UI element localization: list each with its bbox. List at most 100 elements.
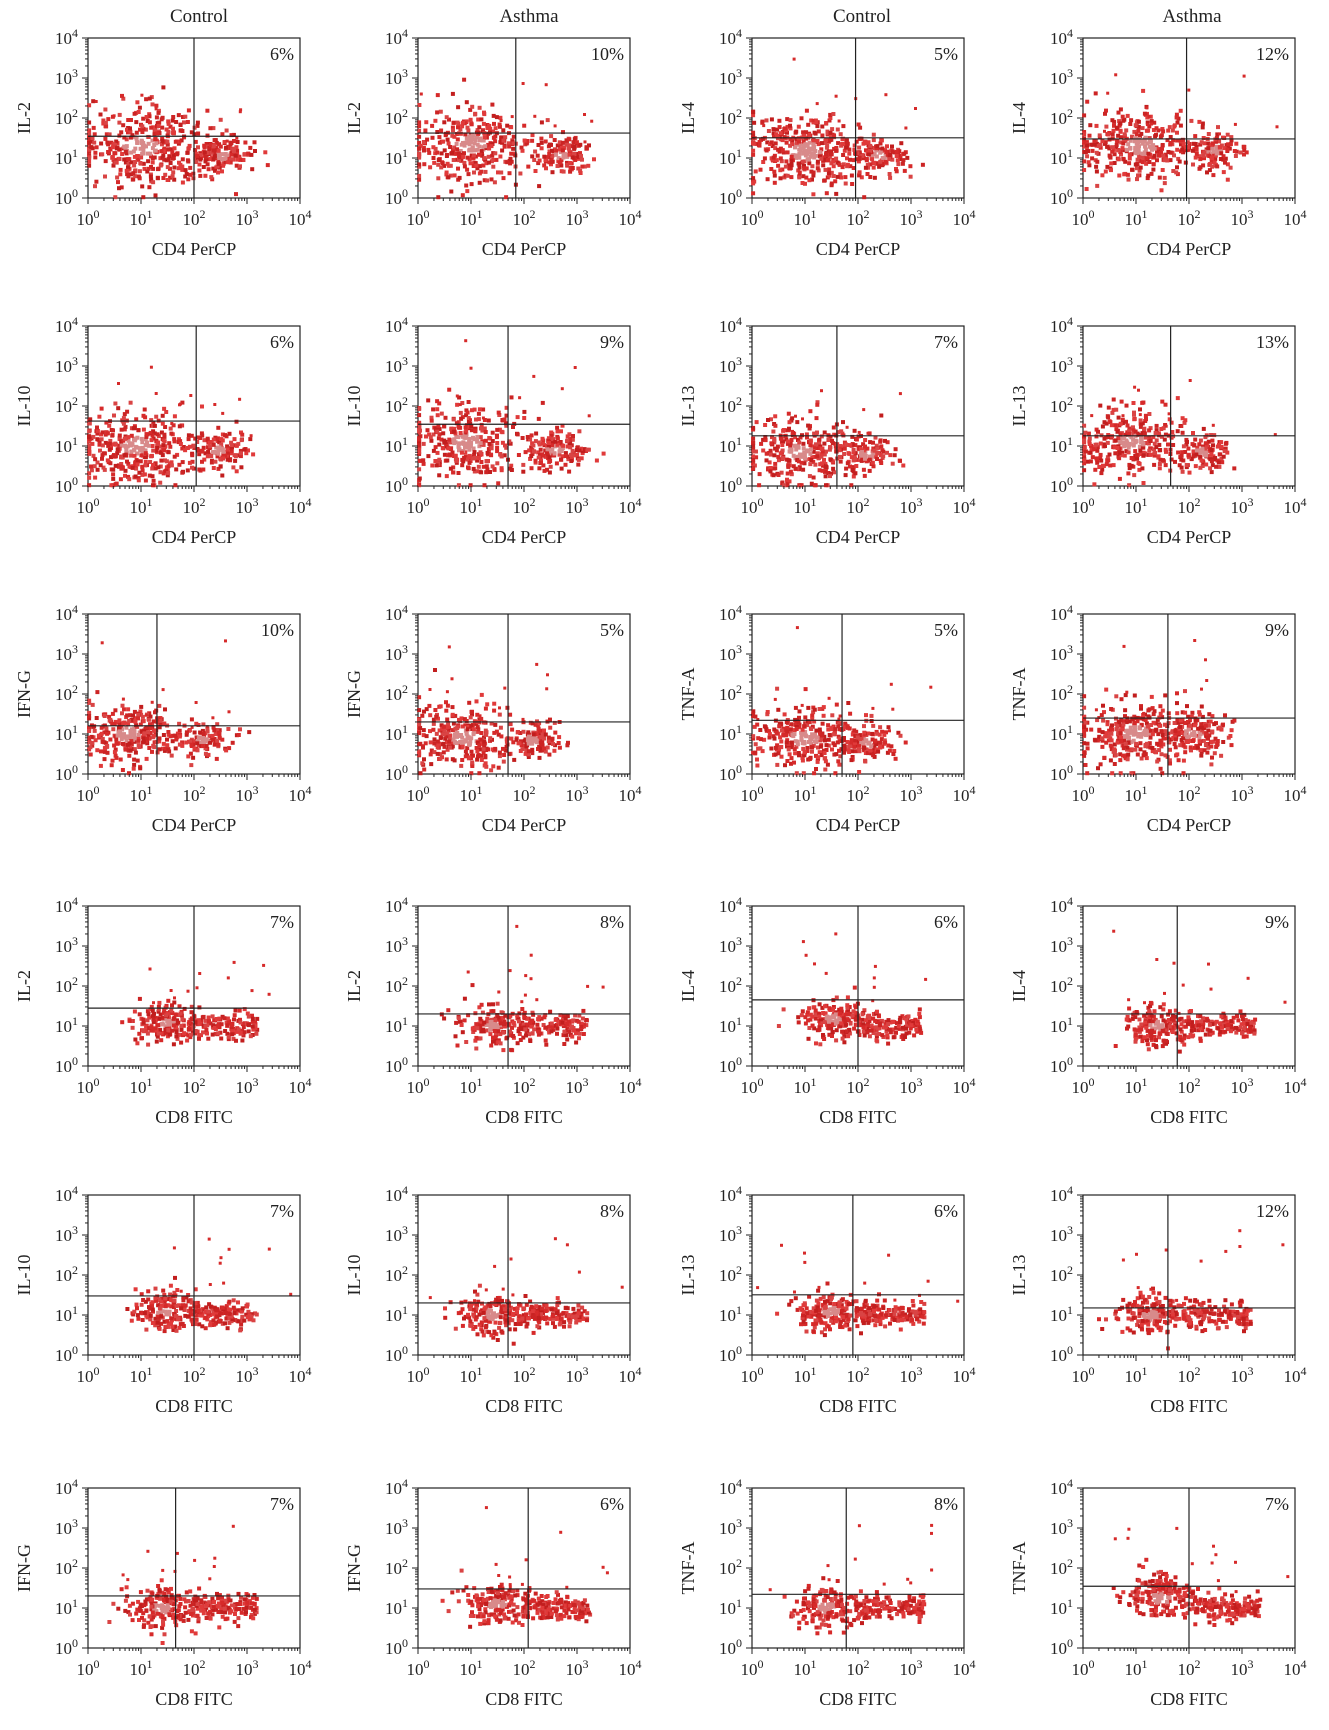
data-point bbox=[525, 139, 530, 143]
data-point bbox=[149, 165, 153, 169]
y-axis-label: IL-4 bbox=[1009, 102, 1029, 134]
x-axis-label: CD4 PerCP bbox=[816, 527, 901, 547]
data-point bbox=[1182, 420, 1187, 425]
data-point bbox=[206, 452, 211, 457]
data-point bbox=[566, 143, 571, 148]
data-point bbox=[872, 160, 877, 165]
data-point bbox=[560, 423, 565, 428]
data-point bbox=[822, 155, 827, 160]
data-point bbox=[1229, 135, 1234, 140]
data-point bbox=[222, 140, 227, 144]
data-point bbox=[1082, 423, 1087, 428]
data-point bbox=[205, 133, 210, 138]
data-point bbox=[761, 160, 766, 164]
data-point bbox=[1147, 124, 1152, 129]
data-point bbox=[1159, 427, 1164, 431]
y-tick-label: 103 bbox=[385, 354, 408, 376]
data-point bbox=[1198, 157, 1203, 162]
data-point bbox=[854, 464, 859, 468]
data-point bbox=[806, 423, 811, 428]
data-point bbox=[177, 728, 182, 733]
data-point bbox=[1136, 128, 1141, 133]
data-point bbox=[1119, 135, 1123, 140]
data-point bbox=[1126, 177, 1131, 182]
data-point bbox=[455, 402, 460, 407]
data-point bbox=[489, 159, 494, 164]
data-point bbox=[1083, 430, 1088, 435]
data-point bbox=[884, 93, 888, 97]
data-point bbox=[205, 454, 210, 459]
data-point bbox=[1156, 153, 1161, 158]
x-tick-label: 100 bbox=[741, 495, 764, 517]
data-point bbox=[111, 476, 116, 481]
data-point bbox=[809, 458, 814, 462]
data-point bbox=[467, 455, 472, 460]
data-point bbox=[844, 443, 849, 447]
data-point bbox=[489, 443, 494, 448]
data-point bbox=[783, 173, 788, 178]
data-point bbox=[504, 445, 509, 450]
data-point bbox=[176, 141, 181, 146]
data-point bbox=[216, 170, 220, 175]
data-point bbox=[522, 138, 527, 143]
data-point bbox=[1221, 135, 1225, 140]
y-tick-label: 101 bbox=[385, 146, 408, 168]
data-point bbox=[199, 431, 204, 436]
data-point bbox=[1115, 429, 1120, 434]
data-point bbox=[481, 163, 486, 168]
data-point bbox=[103, 440, 108, 445]
data-point bbox=[868, 143, 873, 148]
data-point bbox=[160, 138, 165, 143]
data-point bbox=[417, 120, 422, 125]
data-point bbox=[583, 140, 587, 144]
data-point bbox=[430, 123, 435, 128]
data-point bbox=[113, 753, 118, 758]
data-point bbox=[102, 451, 107, 456]
data-point bbox=[158, 718, 163, 723]
data-point bbox=[206, 167, 211, 172]
data-point bbox=[1151, 143, 1156, 148]
data-point bbox=[751, 425, 756, 430]
data-point bbox=[417, 482, 422, 487]
data-point bbox=[499, 454, 504, 459]
data-point bbox=[1116, 436, 1121, 440]
data-point bbox=[1145, 120, 1150, 125]
y-tick-label: 102 bbox=[385, 394, 408, 416]
data-point bbox=[1133, 149, 1138, 154]
data-point bbox=[117, 437, 122, 441]
data-point bbox=[880, 156, 885, 160]
data-point bbox=[198, 173, 203, 178]
data-point bbox=[190, 453, 195, 458]
data-point bbox=[169, 753, 174, 758]
data-point bbox=[559, 449, 564, 453]
data-point bbox=[840, 165, 845, 170]
data-point bbox=[203, 751, 208, 756]
data-point bbox=[1198, 142, 1203, 147]
data-point bbox=[198, 152, 203, 157]
data-point bbox=[807, 426, 812, 431]
data-point bbox=[1152, 153, 1157, 158]
x-tick-label: 101 bbox=[130, 207, 153, 229]
data-point bbox=[824, 465, 829, 470]
data-point bbox=[774, 158, 779, 163]
data-point bbox=[177, 462, 182, 467]
data-point bbox=[1125, 440, 1130, 445]
data-point bbox=[785, 471, 790, 476]
data-point bbox=[797, 155, 802, 160]
data-point bbox=[180, 743, 185, 748]
data-point bbox=[128, 736, 133, 740]
data-point bbox=[119, 443, 124, 448]
scatter-points bbox=[417, 339, 606, 488]
data-point bbox=[480, 138, 485, 143]
data-point bbox=[1200, 464, 1205, 468]
data-point bbox=[1147, 115, 1151, 118]
data-point bbox=[879, 444, 884, 449]
data-point bbox=[122, 135, 127, 140]
data-point bbox=[1121, 141, 1126, 146]
data-point bbox=[840, 141, 845, 146]
data-point bbox=[819, 446, 824, 451]
data-point bbox=[1141, 154, 1146, 159]
data-point bbox=[565, 444, 570, 449]
data-point bbox=[1166, 150, 1171, 154]
data-point bbox=[172, 439, 177, 444]
